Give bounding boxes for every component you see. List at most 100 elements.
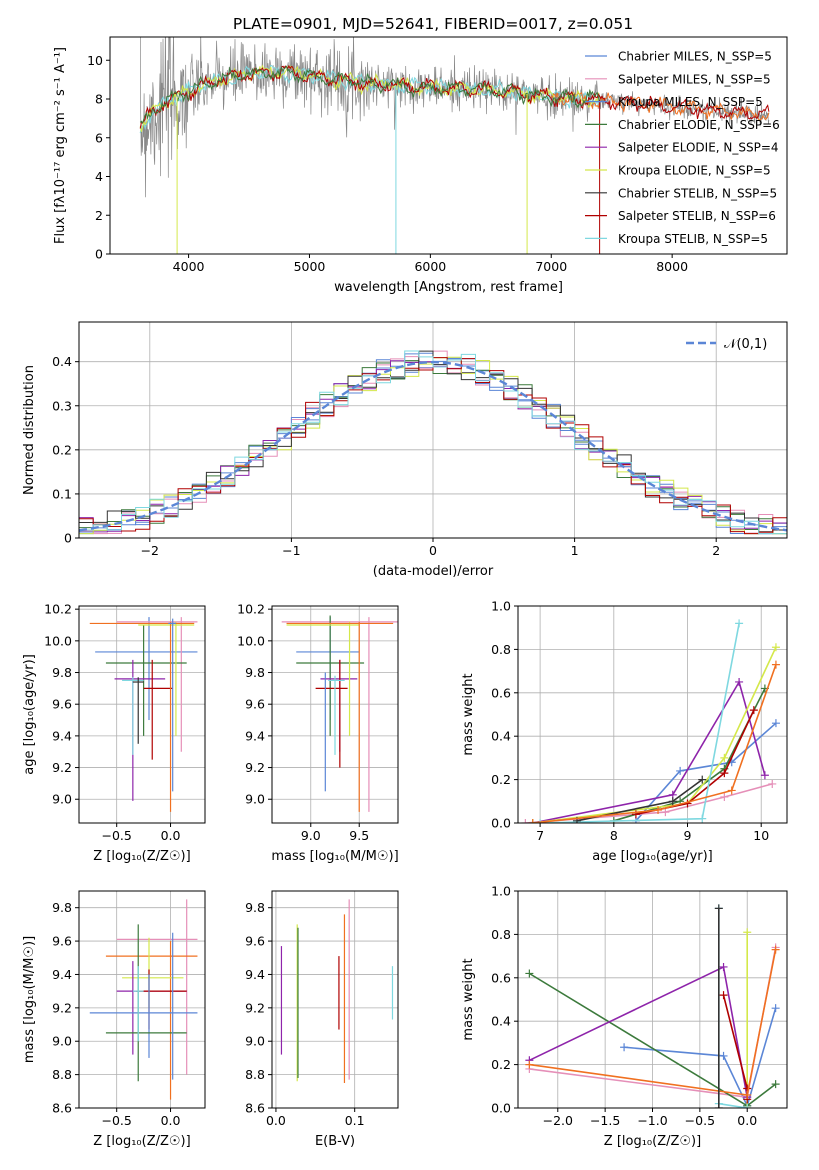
y-tick-label: 0.0 — [491, 816, 511, 831]
y-tick-label: 2 — [95, 208, 103, 223]
y-tick-label: 9.0 — [52, 792, 72, 807]
x-tick-label: 7 — [536, 828, 544, 843]
y-tick-label: 9.6 — [52, 934, 72, 949]
x-axis-label: Z [log₁₀(Z/Z☉)] — [93, 849, 190, 864]
panel-massweight_vs_Z: −2.0 −1.5 −1.0 −0.5 0.0 0.0 0.2 0.4 0.6 0.8 1.0 Z [… — [461, 884, 788, 1149]
y-tick-label: 9.4 — [245, 728, 265, 743]
x-axis-label: (data-model)/error — [373, 564, 494, 579]
series-marker-salpeter_elodie — [719, 962, 728, 971]
legend-label-chabrier_stelib: Chabrier STELIB, N_SSP=5 — [618, 186, 777, 200]
series-marker-orange — [771, 945, 780, 954]
y-tick-label: 9.2 — [52, 1000, 72, 1015]
y-tick-label: 0.0 — [491, 1101, 511, 1116]
axes-frame — [78, 890, 206, 1109]
y-tick-label: 8.8 — [52, 1067, 72, 1082]
legend-label-chabrier_miles: Chabrier MILES, N_SSP=5 — [618, 50, 772, 64]
x-tick-label: −0.5 — [102, 1113, 132, 1128]
legend-label-kroupa_stelib: Kroupa STELIB, N_SSP=5 — [618, 232, 768, 246]
x-axis-label: E(B-V) — [315, 1134, 355, 1149]
y-tick-label: 10 — [87, 53, 103, 68]
x-tick-label: −0.5 — [685, 1113, 715, 1128]
figure-title: PLATE=0901, MJD=52641, FIBERID=0017, z=0… — [233, 15, 633, 33]
plot-area — [89, 899, 198, 1100]
series-marker-salpeter_elodie — [735, 677, 744, 686]
legend-label-salpeter_stelib: Salpeter STELIB, N_SSP=6 — [618, 209, 776, 223]
spectrum-model-salpeter_stelib — [139, 65, 770, 129]
series-marker-chabrier_miles — [771, 1004, 780, 1013]
y-tick-label: 9.2 — [52, 760, 72, 775]
y-tick-label: 0.2 — [52, 442, 72, 457]
y-tick-label: 9.2 — [245, 1000, 265, 1015]
x-tick-label: 7000 — [535, 259, 567, 274]
x-tick-label: 9 — [684, 828, 692, 843]
panel-mass_vs_Z: −0.5 0.0 8.6 8.8 9.0 9.2 9.4 9.6 9.8 Z [log₁₀(Z/Z… — [22, 890, 206, 1149]
y-tick-label: 0 — [95, 247, 103, 262]
legend-label-kroupa_elodie: Kroupa ELODIE, N_SSP=5 — [618, 164, 771, 178]
series-marker-chabrier_stelib — [714, 904, 723, 913]
y-tick-label: 9.4 — [52, 967, 72, 982]
y-axis-label: Normed distribution — [22, 365, 37, 495]
series-line-salpeter_elodie — [532, 679, 766, 823]
x-axis-label: age [log₁₀(age/yr)] — [592, 849, 713, 864]
x-tick-label: −2 — [141, 543, 159, 558]
series-marker-chabrier_stelib — [668, 797, 677, 806]
y-axis-label: mass weight — [461, 673, 476, 755]
gridlines — [272, 891, 398, 1109]
series-marker-chabrier_elodie — [525, 969, 534, 978]
y-tick-label: 0.6 — [491, 970, 511, 985]
series-marker-orange — [771, 660, 780, 669]
y-tick-label: 9.6 — [52, 697, 72, 712]
series-line-kroupa_elodie — [532, 646, 777, 823]
y-tick-label: 0 — [64, 531, 72, 546]
y-tick-label: 9.4 — [52, 728, 72, 743]
x-axis-label: Z [log₁₀(Z/Z☉)] — [93, 1134, 190, 1149]
series-marker-chabrier_miles — [719, 1051, 728, 1060]
gaussian-curve — [79, 360, 787, 532]
series-marker-kroupa_stelib — [735, 619, 744, 628]
series-marker-kroupa_elodie — [771, 643, 780, 652]
y-tick-label: 9.2 — [245, 760, 265, 775]
y-axis-label: mass [log₁₀(M/M☉)] — [22, 936, 37, 1063]
plot-area — [89, 617, 198, 812]
x-tick-label: 4000 — [173, 259, 205, 274]
x-tick-label: 0.0 — [161, 1113, 181, 1128]
plot-area — [281, 615, 398, 812]
series-marker-salpeter_miles — [521, 819, 530, 823]
series-marker-salpeter_elodie — [760, 771, 769, 780]
series-marker-salpeter_stelib — [749, 706, 758, 715]
axes-frame — [78, 605, 206, 824]
series-marker-kroupa_elodie — [720, 753, 729, 762]
panel-mass_vs_ebv: 0.0 0.1 8.6 8.8 9.0 9.2 9.4 9.6 9.8 E(B-V) — [245, 890, 399, 1149]
legend-label-salpeter_miles: Salpeter MILES, N_SSP=5 — [618, 72, 771, 86]
y-tick-label: 10.0 — [44, 633, 72, 648]
y-tick-label: 10.2 — [44, 602, 72, 617]
axes-frame — [109, 36, 788, 255]
y-tick-label: 0.8 — [491, 927, 511, 942]
series-line-salpeter_elodie — [529, 965, 748, 1098]
series-marker-kroupa_stelib — [698, 814, 707, 823]
x-tick-label: −1 — [282, 543, 300, 558]
x-tick-label: 5000 — [294, 259, 326, 274]
plot-area — [525, 904, 780, 1108]
x-tick-label: 9.5 — [349, 828, 369, 843]
spectrum-model-chabrier_elodie — [139, 65, 601, 125]
x-tick-label: 0.0 — [266, 1113, 286, 1128]
y-tick-label: 9.0 — [245, 1034, 265, 1049]
series-line-orange — [532, 664, 777, 823]
series-marker-salpeter_miles — [768, 779, 777, 788]
legend-label-chabrier_elodie: Chabrier ELODIE, N_SSP=6 — [618, 118, 780, 132]
spectrum-legend: Chabrier MILES, N_SSP=5 Salpeter MILES, N… — [585, 50, 780, 246]
x-tick-label: 0.0 — [161, 828, 181, 843]
x-tick-label: −0.5 — [102, 828, 132, 843]
panel-age_vs_Z: −0.5 0.0 9.0 9.2 9.4 9.6 9.8 10.0 10.2 Z [log₁₀(Z… — [22, 602, 206, 864]
y-tick-label: 0.3 — [52, 398, 72, 413]
series-marker-kroupa_elodie — [743, 928, 752, 937]
y-tick-label: 0.4 — [52, 354, 72, 369]
x-tick-label: −1.5 — [590, 1113, 620, 1128]
x-tick-label: 0.0 — [737, 1113, 757, 1128]
y-tick-label: 9.8 — [245, 900, 265, 915]
plot-area — [280, 899, 394, 1083]
gaussian-legend-label: 𝒩(0,1) — [724, 337, 767, 352]
y-tick-label: 8.6 — [52, 1101, 72, 1116]
x-tick-label: 0 — [429, 543, 437, 558]
